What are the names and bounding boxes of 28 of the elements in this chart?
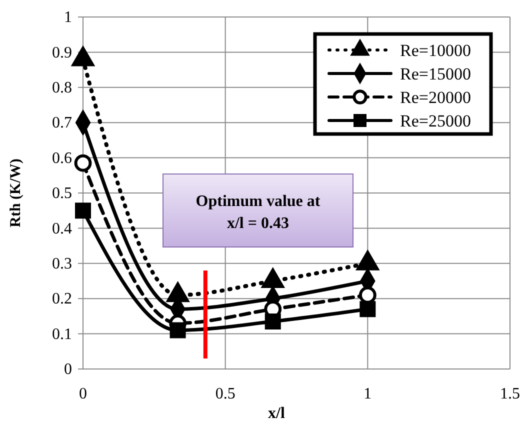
x-tick-label: 0.5 (215, 385, 236, 402)
legend-label: Re=15000 (400, 64, 471, 84)
y-tick-label: 0.5 (52, 185, 72, 202)
point (75, 202, 91, 219)
legend-label: Re=10000 (400, 41, 471, 60)
point (170, 322, 186, 338)
callout-box: Optimum value at x/l = 0.43 (162, 174, 354, 248)
point (74, 154, 92, 172)
legend-label: Re=20000 (400, 88, 471, 107)
y-tick-label: 0.6 (52, 150, 72, 167)
x-tick-label: 1.5 (500, 385, 520, 402)
y-tick-label: 0.3 (52, 256, 72, 273)
y-tick-label: 0 (64, 361, 72, 378)
point (264, 313, 281, 330)
y-axis-title: Rth (K/W) (8, 158, 24, 228)
y-tick-label: 0.4 (52, 220, 72, 238)
annotation: Optimum value at x/l = 0.43 (196, 193, 321, 232)
y-tick-label: 0.7 (52, 114, 72, 132)
y-tick-label: 0.8 (52, 80, 72, 97)
y-tick-label: 0.9 (52, 44, 72, 62)
legend-label: Re=25000 (400, 112, 471, 130)
x-tick-label: 0 (79, 385, 87, 402)
point (360, 301, 376, 318)
y-tick-label: 0.1 (52, 326, 72, 343)
y-tick-label: 0.2 (52, 290, 72, 308)
x-axis-title: x/l (268, 405, 286, 422)
x-tick-label: 1 (364, 385, 372, 402)
y-tick-label: 1 (64, 9, 72, 26)
